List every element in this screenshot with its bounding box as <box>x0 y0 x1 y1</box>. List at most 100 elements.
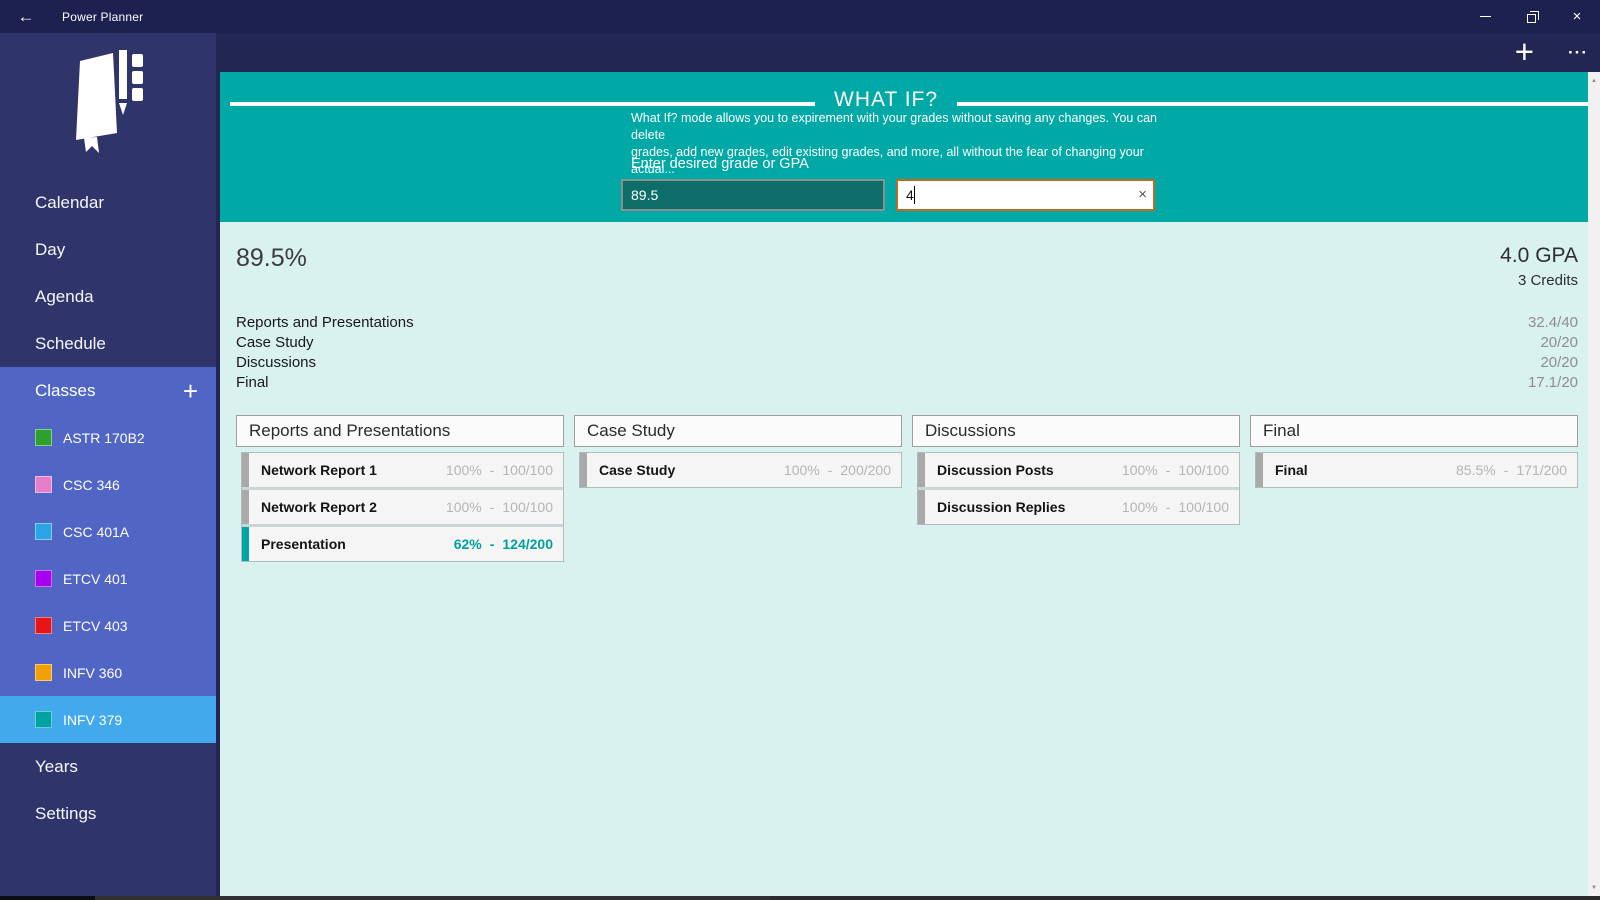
sidebar-item-calendar[interactable]: Calendar <box>0 179 216 226</box>
breakdown-value: 17.1/20 <box>1527 374 1578 391</box>
main-content: WHAT IF? What If? mode allows you to exp… <box>220 72 1588 896</box>
command-bar: + ··· <box>216 33 1600 72</box>
close-icon: × <box>1572 8 1582 25</box>
class-label: CSC 346 <box>63 476 120 493</box>
grade-accent-bar <box>580 453 587 487</box>
what-if-description: What If? mode allows you to expirement w… <box>631 110 1161 178</box>
restore-icon <box>1526 10 1539 23</box>
breakdown-value: 20/20 <box>1540 334 1578 351</box>
what-if-heading: WHAT IF? <box>230 88 1588 112</box>
text-caret <box>914 186 915 204</box>
content-left-gap <box>216 72 220 896</box>
minimize-icon <box>1479 16 1491 17</box>
classes-label: Classes <box>35 380 96 400</box>
grade-item[interactable]: Case Study 100% -200/200 <box>580 453 901 487</box>
grade-name: Final <box>1275 462 1308 478</box>
titlebar: ← Power Planner × <box>0 0 1600 33</box>
grade-item[interactable]: Network Report 2 100% -100/100 <box>242 490 563 524</box>
sidebar-item-label: Years <box>35 756 78 776</box>
class-label: ETCV 403 <box>63 617 128 634</box>
sidebar-item-label: Agenda <box>35 286 94 306</box>
app-logo <box>0 33 216 179</box>
class-label: ETCV 401 <box>63 570 128 587</box>
grade-value: 100% -100/100 <box>1121 499 1229 515</box>
grade-name: Discussion Replies <box>937 499 1066 515</box>
classes-section: Classes + ASTR 170B2 CSC 346 CSC 401A ET… <box>0 367 216 743</box>
overall-summary: 89.5% 4.0 GPA 3 Credits <box>236 222 1578 289</box>
breakdown-name: Reports and Presentations <box>236 314 414 331</box>
grade-value: 100% -100/100 <box>1121 462 1229 478</box>
breakdown-row: Discussions 20/20 <box>236 353 1578 373</box>
overall-percent: 89.5% <box>236 244 307 272</box>
class-color-swatch <box>35 617 52 634</box>
minimize-button[interactable] <box>1462 0 1508 33</box>
description-line-1: What If? mode allows you to expirement w… <box>631 111 1157 142</box>
clear-input-icon[interactable]: × <box>1138 186 1147 203</box>
sidebar-item-agenda[interactable]: Agenda <box>0 273 216 320</box>
sidebar-item-schedule[interactable]: Schedule <box>0 320 216 367</box>
grade-accent-bar <box>242 527 249 561</box>
breakdown-value: 32.4/40 <box>1527 314 1578 331</box>
grade-name: Network Report 2 <box>261 499 377 515</box>
sidebar-item-label: Calendar <box>35 192 104 212</box>
sidebar-class-etcv-401[interactable]: ETCV 401 <box>0 555 216 602</box>
scroll-up-icon[interactable]: ▲ <box>1591 78 1597 84</box>
add-grade-button[interactable]: + <box>1514 33 1534 70</box>
sidebar: Calendar Day Agenda Schedule Classes + A… <box>0 33 216 896</box>
category-card-reports: Reports and Presentations Network Report… <box>236 415 564 562</box>
grade-accent-bar <box>918 453 925 487</box>
vertical-scrollbar[interactable]: ▲ ▼ <box>1588 72 1600 896</box>
category-header[interactable]: Reports and Presentations <box>236 415 564 447</box>
sidebar-class-infv-379-selected[interactable]: INFV 379 <box>0 696 216 743</box>
grade-item[interactable]: Discussion Posts 100% -100/100 <box>918 453 1239 487</box>
class-label: ASTR 170B2 <box>63 429 145 446</box>
back-button[interactable]: ← <box>0 0 52 33</box>
overall-credits: 3 Credits <box>1517 272 1578 289</box>
back-arrow-icon: ← <box>17 6 35 26</box>
sidebar-item-label: Day <box>35 239 66 259</box>
grade-value: 100% -200/200 <box>783 462 891 478</box>
category-card-final: Final Final 85.5% -171/200 <box>1250 415 1578 562</box>
close-button[interactable]: × <box>1554 0 1600 33</box>
sidebar-class-csc-346[interactable]: CSC 346 <box>0 461 216 508</box>
add-class-button[interactable]: + <box>182 375 198 406</box>
more-options-button[interactable]: ··· <box>1568 43 1588 62</box>
desired-grade-input[interactable] <box>621 179 885 211</box>
category-header[interactable]: Case Study <box>574 415 902 447</box>
category-card-discussions: Discussions Discussion Posts 100% -100/10… <box>912 415 1240 562</box>
grade-list: Network Report 1 100% -100/100 Network Re… <box>241 452 564 562</box>
grade-accent-bar <box>1256 453 1263 487</box>
grade-item[interactable]: Network Report 1 100% -100/100 <box>242 453 563 487</box>
grade-value: 62% -124/200 <box>453 536 553 552</box>
grade-list: Final 85.5% -171/200 <box>1255 452 1578 488</box>
grade-list: Discussion Posts 100% -100/100 Discussion… <box>917 452 1240 525</box>
sidebar-item-settings[interactable]: Settings <box>0 790 216 837</box>
sidebar-item-day[interactable]: Day <box>0 226 216 273</box>
grades-body: 89.5% 4.0 GPA 3 Credits Reports and Pres… <box>220 222 1588 562</box>
grade-accent-bar <box>242 453 249 487</box>
weight-breakdown: Reports and Presentations 32.4/40 Case S… <box>236 313 1578 393</box>
sidebar-class-csc-401a[interactable]: CSC 401A <box>0 508 216 555</box>
sidebar-item-years[interactable]: Years <box>0 743 216 790</box>
category-header[interactable]: Final <box>1250 415 1578 447</box>
grade-name: Network Report 1 <box>261 462 377 478</box>
class-label: INFV 379 <box>63 711 123 728</box>
sidebar-class-astr-170b2[interactable]: ASTR 170B2 <box>0 414 216 461</box>
grade-item-what-if-edited[interactable]: Presentation 62% -124/200 <box>242 527 563 561</box>
grade-item[interactable]: Final 85.5% -171/200 <box>1256 453 1577 487</box>
sidebar-class-etcv-403[interactable]: ETCV 403 <box>0 602 216 649</box>
category-header[interactable]: Discussions <box>912 415 1240 447</box>
app-title: Power Planner <box>62 9 144 24</box>
restore-button[interactable] <box>1508 0 1554 33</box>
grade-item[interactable]: Discussion Replies 100% -100/100 <box>918 490 1239 524</box>
breakdown-name: Final <box>236 374 269 391</box>
class-color-swatch <box>35 476 52 493</box>
overall-gpa: 4.0 GPA <box>1500 244 1578 267</box>
desired-grade-inputs: × <box>621 179 1155 211</box>
scroll-down-icon[interactable]: ▼ <box>1591 885 1597 891</box>
sidebar-class-infv-360[interactable]: INFV 360 <box>0 649 216 696</box>
desired-gpa-field: × <box>896 179 1155 211</box>
sidebar-item-classes[interactable]: Classes + <box>0 367 216 414</box>
desired-gpa-input[interactable] <box>896 179 1155 211</box>
